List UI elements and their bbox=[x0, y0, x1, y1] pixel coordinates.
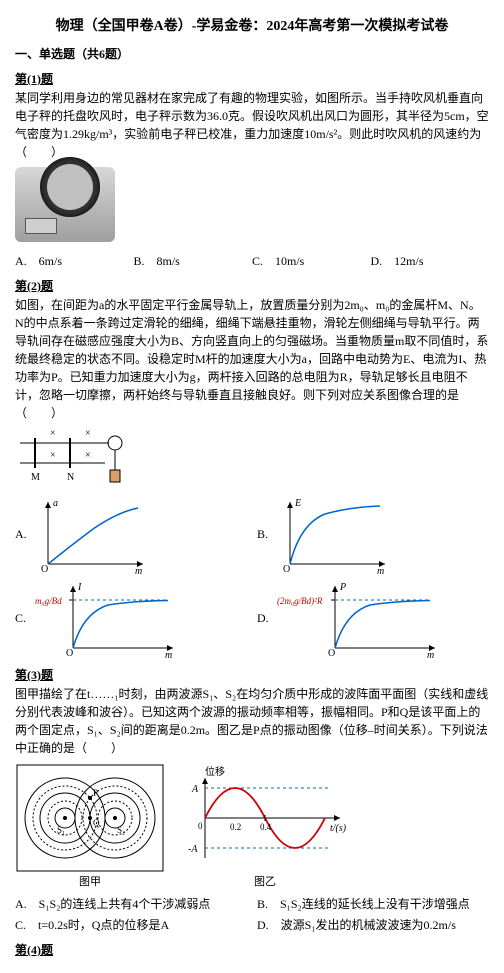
svg-text:O: O bbox=[283, 564, 290, 574]
q3-options: A. S₁S₂的连线上共有4个干涉减弱点 B. S₁S₂连线的延长线上没有干涉增… bbox=[15, 895, 489, 933]
q3-option-d: D. 波源S₁发出的机械波波速为0.2m/s bbox=[257, 916, 489, 933]
q2-text: 如图，在间距为a的水平固定平行金属导轨上，放置质量分别为2m₀、m₀的金属杆M、… bbox=[15, 296, 489, 422]
svg-text:×: × bbox=[85, 428, 91, 439]
q1-number: 第(1)题 bbox=[15, 70, 489, 87]
q3-wave-diagram: S₁ S₂ P Q bbox=[15, 763, 165, 873]
q1-option-c: C. 10m/s bbox=[252, 252, 371, 269]
svg-text:a: a bbox=[53, 498, 58, 509]
q1-figure bbox=[15, 167, 489, 246]
q4-number: 第(4)题 bbox=[15, 941, 489, 958]
svg-text:P: P bbox=[93, 788, 98, 798]
q2-figure: M N × × × × bbox=[15, 428, 489, 488]
q3-option-b: B. S₁S₂连线的延长线上没有干涉增强点 bbox=[257, 895, 489, 912]
svg-text:N: N bbox=[67, 472, 74, 483]
q2-charts: A. O m a B. O m E C. bbox=[15, 494, 489, 658]
q3-figures: S₁ S₂ P Q 图甲 位移 t/(s) A -A 0 0.2 0.4 图乙 bbox=[15, 763, 489, 889]
svg-text:×: × bbox=[50, 450, 56, 461]
q3-text: 图甲描绘了在t……₁时刻，由两波源S₁、S₂在均匀介质中形成的波阵面平面图（实线… bbox=[15, 685, 489, 757]
q3-option-a: A. S₁S₂的连线上共有4个干涉减弱点 bbox=[15, 895, 247, 912]
q3-caption-1: 图甲 bbox=[15, 873, 165, 889]
svg-text:-A: -A bbox=[188, 844, 198, 855]
q3-caption-2: 图乙 bbox=[180, 873, 350, 889]
svg-text:m: m bbox=[427, 650, 434, 658]
chart-a-svg: O m a bbox=[33, 494, 153, 574]
svg-text:×: × bbox=[85, 450, 91, 461]
svg-text:t/(s): t/(s) bbox=[330, 823, 347, 834]
q2-chart-d: D. O m P (2m₀g/Bd)²R bbox=[257, 578, 489, 658]
svg-text:0.2: 0.2 bbox=[230, 822, 241, 832]
svg-text:Q: Q bbox=[93, 818, 100, 828]
q2-number: 第(2)题 bbox=[15, 277, 489, 294]
scale-photo-icon bbox=[15, 167, 115, 242]
q2-circuit-diagram: M N × × × × bbox=[15, 428, 145, 488]
svg-text:(2m₀g/Bd)²R: (2m₀g/Bd)²R bbox=[277, 596, 323, 606]
svg-text:S₁: S₁ bbox=[57, 825, 65, 835]
q3-option-c: C. t=0.2s时，Q点的位移是A bbox=[15, 916, 247, 933]
svg-text:A: A bbox=[191, 784, 199, 795]
q2-label-a: A. bbox=[15, 527, 33, 542]
svg-text:m: m bbox=[165, 650, 172, 658]
svg-text:O: O bbox=[66, 648, 73, 658]
q1-option-b: B. 8m/s bbox=[134, 252, 253, 269]
q2-label-c: C. bbox=[15, 611, 33, 626]
chart-c-svg: O m I m₀g/Bd bbox=[33, 578, 183, 658]
q3-oscillation-graph: 位移 t/(s) A -A 0 0.2 0.4 bbox=[180, 763, 350, 873]
svg-text:×: × bbox=[50, 428, 56, 439]
svg-text:E: E bbox=[294, 498, 301, 509]
svg-text:O: O bbox=[41, 564, 48, 574]
svg-text:0.4: 0.4 bbox=[260, 822, 272, 832]
svg-text:0: 0 bbox=[198, 821, 203, 831]
q2-label-b: B. bbox=[257, 527, 275, 542]
q2-chart-b: B. O m E bbox=[257, 494, 489, 574]
svg-text:S₂: S₂ bbox=[117, 825, 125, 835]
section-1-header: 一、单选题（共6题） bbox=[15, 45, 489, 62]
chart-b-svg: O m E bbox=[275, 494, 395, 574]
svg-text:m: m bbox=[377, 566, 384, 574]
svg-text:位移: 位移 bbox=[205, 765, 225, 778]
exam-title: 物理（全国甲卷A卷）-学易金卷：2024年高考第一次模拟考试卷 bbox=[15, 15, 489, 35]
chart-d-svg: O m P (2m₀g/Bd)²R bbox=[275, 578, 445, 658]
q2-label-d: D. bbox=[257, 611, 275, 626]
svg-text:O: O bbox=[328, 648, 335, 658]
svg-text:P: P bbox=[339, 582, 346, 593]
q2-chart-c: C. O m I m₀g/Bd bbox=[15, 578, 247, 658]
q1-option-d: D. 12m/s bbox=[371, 252, 490, 269]
q2-chart-a: A. O m a bbox=[15, 494, 247, 574]
scale-display bbox=[25, 218, 57, 234]
svg-text:M: M bbox=[31, 472, 40, 483]
q1-options: A. 6m/s B. 8m/s C. 10m/s D. 12m/s bbox=[15, 252, 489, 269]
svg-text:m: m bbox=[135, 566, 142, 574]
svg-text:I: I bbox=[77, 582, 82, 593]
q1-text: 某同学利用身边的常见器材在家完成了有趣的物理实验，如图所示。当手持吹风机垂直向电… bbox=[15, 89, 489, 161]
q3-number: 第(3)题 bbox=[15, 666, 489, 683]
q1-option-a: A. 6m/s bbox=[15, 252, 134, 269]
svg-text:m₀g/Bd: m₀g/Bd bbox=[35, 596, 62, 606]
